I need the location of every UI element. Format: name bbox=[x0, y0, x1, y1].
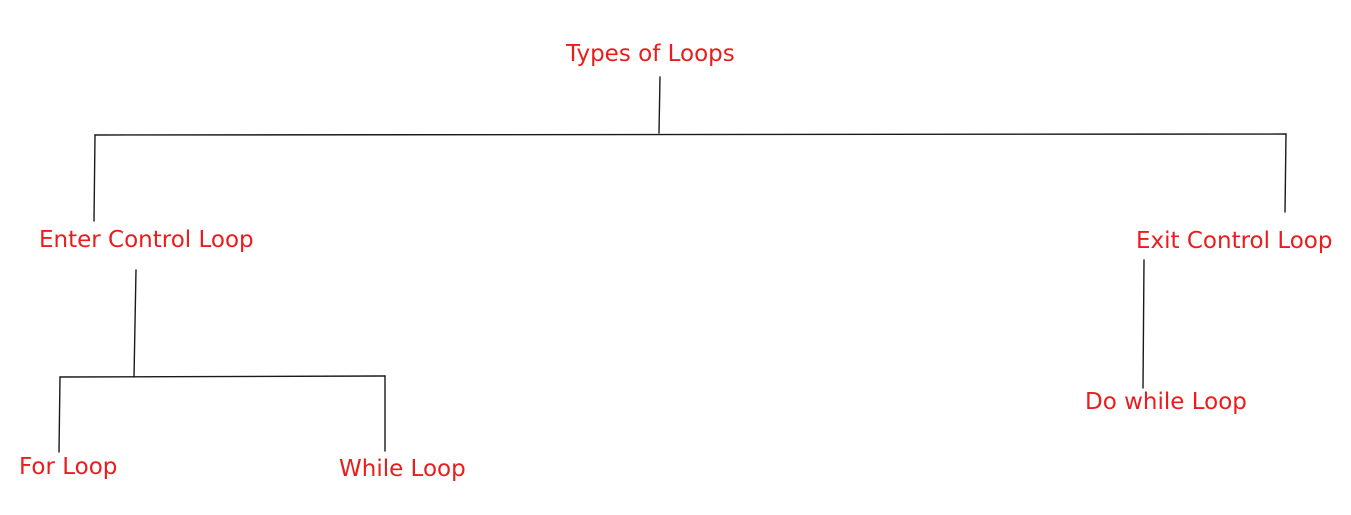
top-branch-bar bbox=[94, 133, 1287, 136]
enter-control-drop-line bbox=[93, 134, 96, 222]
enter-control-stem-line bbox=[133, 269, 137, 378]
node-enter-control-loop: Enter Control Loop bbox=[39, 227, 254, 253]
node-while-loop: While Loop bbox=[339, 456, 466, 482]
connector-group bbox=[58, 76, 1287, 453]
enter-children-bar bbox=[59, 375, 386, 378]
for-loop-drop-line bbox=[58, 376, 61, 453]
exit-control-drop-line bbox=[1284, 133, 1287, 213]
exit-control-stem-line bbox=[1142, 259, 1145, 389]
root-node-types-of-loops: Types of Loops bbox=[566, 41, 735, 67]
node-do-while-loop: Do while Loop bbox=[1085, 389, 1247, 415]
node-exit-control-loop: Exit Control Loop bbox=[1136, 228, 1333, 254]
node-for-loop: For Loop bbox=[19, 454, 118, 480]
root-stem-line bbox=[658, 76, 661, 134]
